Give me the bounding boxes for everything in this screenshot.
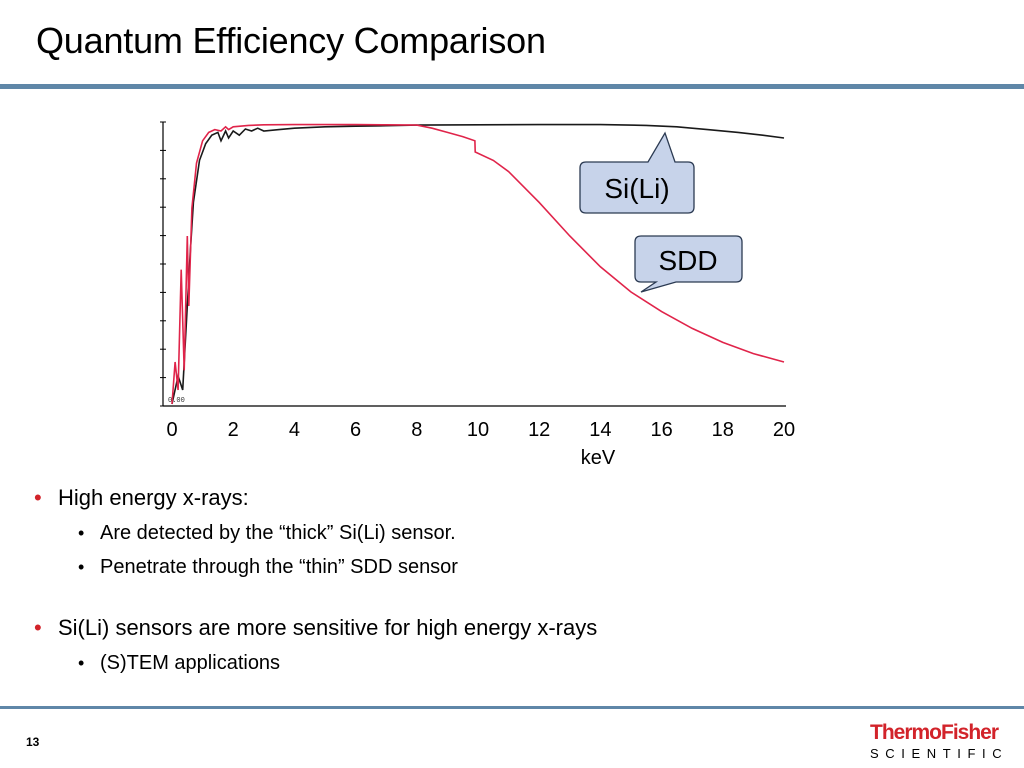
x-tick-label: 12 (528, 419, 550, 441)
x-tick-label: 0 (166, 419, 177, 441)
x-tick-label: 6 (350, 419, 361, 441)
quantum-efficiency-chart: 0.00 0 2 4 6 8 10 12 14 16 18 20 keV Si(Li) SDD (160, 121, 795, 469)
series-line-sdd (171, 123, 785, 405)
bullet-sensitivity: • Si(Li) sensors are more sensitive for … (34, 614, 834, 642)
x-tick-label: 2 (228, 419, 239, 441)
logo-brand-top: ThermoFisher (870, 721, 999, 744)
sub-bullet-text: Penetrate through the “thin” SDD sensor (100, 556, 458, 578)
sub-bullet-text: (S)TEM applications (100, 652, 281, 674)
page-number: 13 (26, 735, 40, 749)
x-tick-label: 20 (773, 419, 795, 441)
logo-brand-bottom: SCIENTIFIC (870, 746, 1009, 761)
x-tick-label: 18 (712, 419, 734, 441)
bullet-text: High energy x-rays: (58, 485, 249, 510)
sub-bullet-marker: • (78, 557, 85, 577)
thermo-fisher-logo: ThermoFisher SCIENTIFIC (870, 722, 1010, 762)
sub-bullet-text: Are detected by the “thick” Si(Li) senso… (100, 522, 456, 544)
x-tick-label: 4 (289, 419, 300, 441)
bullet-marker: • (34, 485, 42, 510)
callout-sdd-label: SDD (658, 245, 717, 276)
callout-sdd-bubble (634, 235, 743, 293)
series-line-sili (171, 123, 785, 405)
x-tick-label: 8 (411, 419, 422, 441)
title-divider (0, 84, 1024, 89)
bullet-high-energy: • High energy x-rays: (34, 484, 834, 512)
bullet-list: • High energy x-rays: • Are detected by … (34, 484, 834, 676)
sub-bullet-marker: • (78, 523, 85, 543)
sub-bullet-stem: • (S)TEM applications (34, 650, 834, 676)
sub-bullet-thick-sili: • Are detected by the “thick” Si(Li) sen… (34, 520, 834, 546)
bullet-marker: • (34, 615, 42, 640)
x-tick-label: 14 (589, 419, 611, 441)
sub-bullet-marker: • (78, 653, 85, 673)
callout-sili-label: Si(Li) (604, 173, 669, 204)
sub-bullet-thin-sdd: • Penetrate through the “thin” SDD senso… (34, 554, 834, 580)
x-tick-label: 16 (650, 419, 672, 441)
slide-title: Quantum Efficiency Comparison (36, 20, 546, 61)
axis-min-label: 0.00 (168, 397, 185, 405)
callout-sili-bubble (579, 131, 695, 214)
x-axis-label: keV (581, 447, 616, 469)
x-tick-label: 10 (467, 419, 489, 441)
footer-divider (0, 706, 1024, 709)
bullet-text: Si(Li) sensors are more sensitive for hi… (58, 615, 598, 640)
